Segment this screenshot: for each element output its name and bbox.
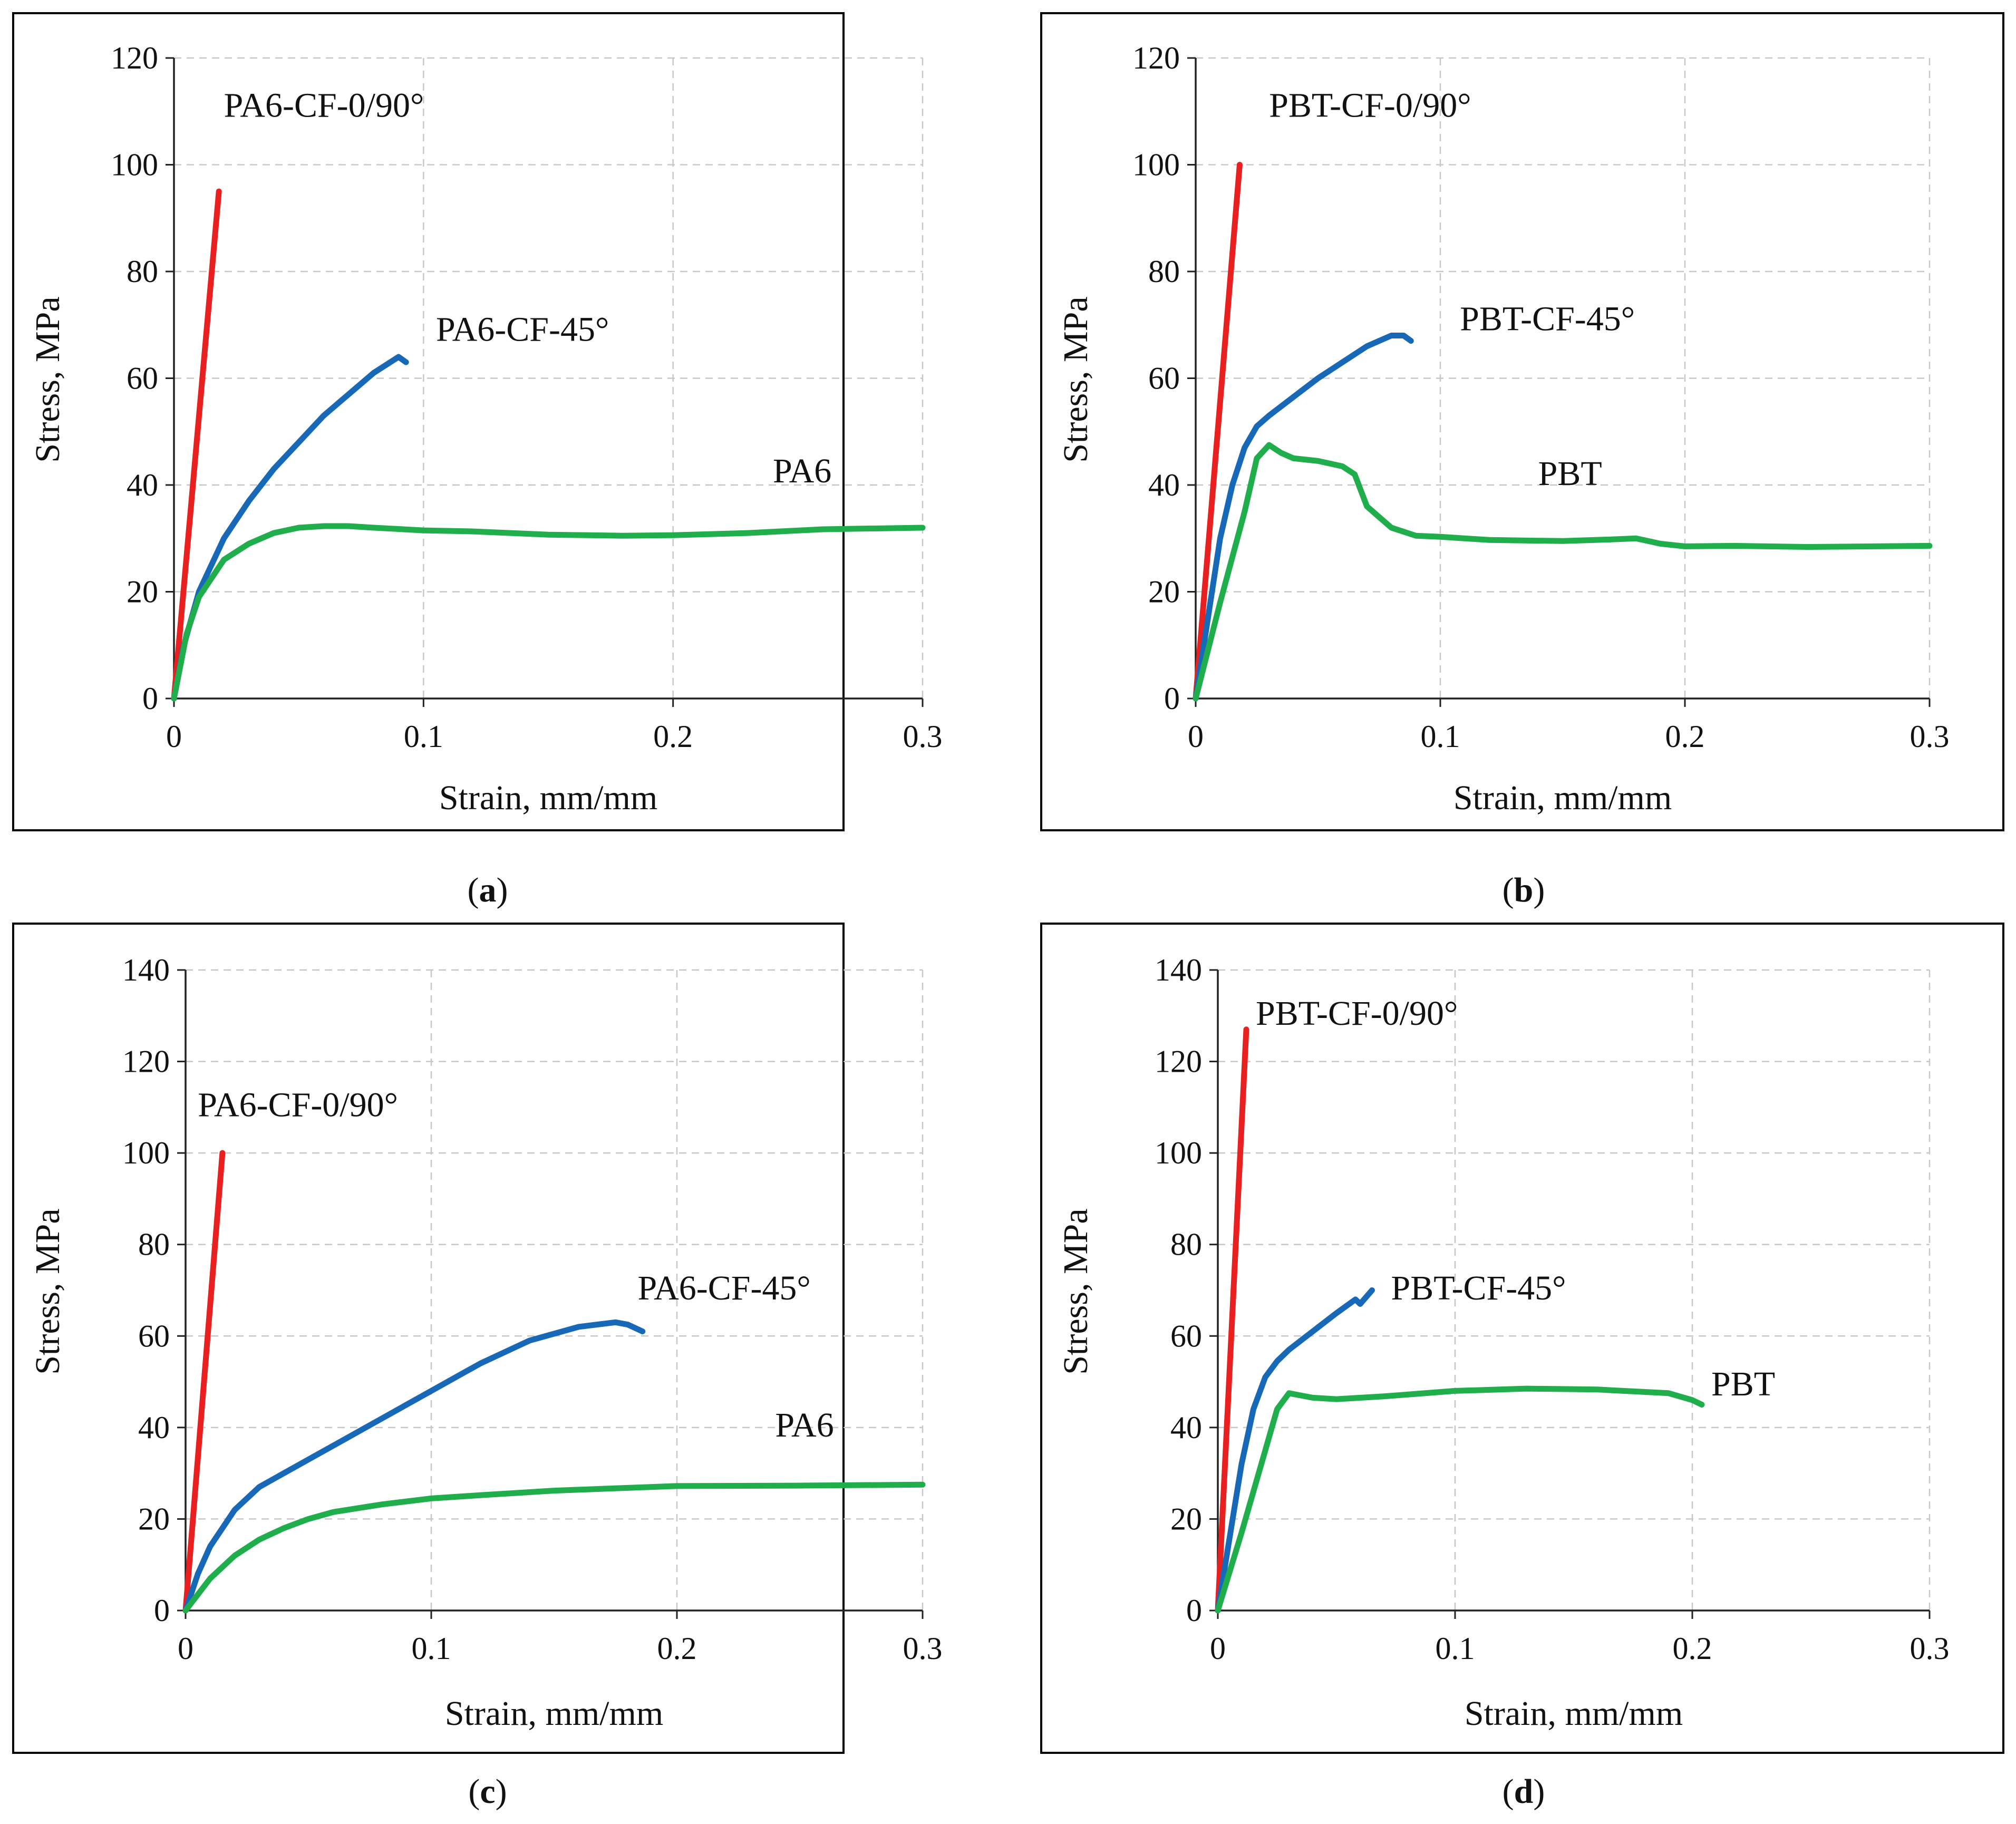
- y-tick-label: 100: [122, 1136, 170, 1170]
- y-tick-label: 140: [1155, 953, 1202, 987]
- y-tick-label: 120: [1155, 1044, 1202, 1079]
- series-line-pbt-cf-45: [1193, 333, 1414, 702]
- y-tick-label: 0: [142, 681, 158, 716]
- x-tick-label: 0.1: [1436, 1631, 1475, 1666]
- chart-panel-a: 0 20 40 60 80 100 120 0 0.1 0.2 0.3 PA6-CF-0/90° PA6…: [12, 12, 943, 909]
- panel-caption: (c): [468, 1772, 507, 1811]
- x-axis-label: Strain, mm/mm: [1465, 1694, 1683, 1733]
- y-tick-label: 40: [138, 1410, 170, 1445]
- chart-panel-d: 0 20 40 60 80 100 120 140 0 0.1 0.2 0.3 PBT-CF-0/90°…: [1040, 923, 2004, 1811]
- series-label: PA6: [775, 1406, 833, 1444]
- y-tick-label: 40: [1170, 1410, 1202, 1445]
- y-tick-label: 0: [1164, 681, 1180, 716]
- series-line-pbt: [1193, 442, 1933, 702]
- series-label: PA6-CF-45°: [436, 311, 609, 349]
- y-tick-label: 80: [1170, 1227, 1202, 1262]
- x-tick-label: 0.3: [1910, 1631, 1950, 1666]
- chart-panel-c: 0 20 40 60 80 100 120 140 0 0.1 0.2 0.3 PA6-CF-0/90°…: [12, 923, 943, 1811]
- y-tick-label: 120: [122, 1044, 170, 1079]
- y-axis-label: Stress, MPa: [1057, 296, 1095, 462]
- x-tick-label: 0: [166, 719, 182, 754]
- y-tick-label: 60: [1148, 361, 1180, 396]
- chart-frame: [1040, 923, 2004, 1754]
- chart-frame: [12, 12, 845, 831]
- series-label: PA6-CF-0/90°: [198, 1086, 398, 1124]
- x-tick-label: 0.2: [653, 719, 693, 754]
- series-line-pa6-cf-45: [182, 1319, 646, 1614]
- x-tick-label: 0: [1210, 1631, 1226, 1666]
- x-tick-label: 0: [178, 1631, 193, 1666]
- x-tick-label: 0.1: [404, 719, 443, 754]
- chart-frame: [12, 923, 845, 1754]
- x-tick-label: 0: [1188, 719, 1204, 754]
- series-line-pa6: [182, 1481, 926, 1614]
- series-line-pbt-cf-0-90: [1215, 1026, 1249, 1614]
- y-tick-label: 120: [1132, 41, 1180, 75]
- panel-caption: (d): [1503, 1772, 1545, 1811]
- series-label: PA6: [773, 452, 831, 490]
- y-tick-label: 60: [1170, 1318, 1202, 1353]
- y-tick-label: 80: [127, 254, 158, 289]
- series-line-pa6: [171, 523, 926, 702]
- y-tick-label: 100: [1155, 1136, 1202, 1170]
- x-tick-label: 0.2: [657, 1631, 697, 1666]
- y-tick-label: 60: [138, 1318, 170, 1353]
- y-axis-label: Stress, MPa: [1057, 1208, 1095, 1374]
- x-axis-label: Strain, mm/mm: [445, 1694, 663, 1733]
- y-tick-label: 60: [127, 361, 158, 396]
- x-axis-label: Strain, mm/mm: [439, 779, 657, 817]
- series-line-pa6-cf-0-90: [171, 188, 222, 702]
- y-axis-label: Stress, MPa: [28, 1208, 67, 1374]
- series-line-pbt-cf-0-90: [1193, 162, 1243, 702]
- y-tick-label: 20: [138, 1501, 170, 1536]
- y-tick-label: 0: [154, 1593, 170, 1628]
- x-axis-label: Strain, mm/mm: [1453, 779, 1672, 817]
- x-tick-label: 0.3: [1910, 719, 1950, 754]
- panel-caption: (a): [468, 871, 508, 909]
- chart-panel-b: 0 20 40 60 80 100 120 0 0.1 0.2 0.3 PBT-CF-0/90° PBT…: [1040, 12, 2004, 909]
- series-label: PA6-CF-0/90°: [224, 86, 424, 124]
- series-line-pa6-cf-0-90: [182, 1150, 226, 1614]
- x-tick-label: 0.3: [903, 719, 943, 754]
- x-tick-label: 0.3: [903, 1631, 943, 1666]
- y-tick-label: 80: [138, 1227, 170, 1262]
- y-tick-label: 20: [1170, 1501, 1202, 1536]
- series-label: PBT-CF-45°: [1460, 299, 1635, 338]
- series-label: PBT-CF-0/90°: [1256, 994, 1458, 1033]
- chart-frame: [1040, 12, 2004, 831]
- series-line-pbt: [1215, 1385, 1705, 1614]
- y-tick-label: 40: [1148, 468, 1180, 502]
- x-tick-label: 0.2: [1673, 1631, 1712, 1666]
- y-tick-label: 80: [1148, 254, 1180, 289]
- series-line-pbt-cf-45: [1215, 1287, 1375, 1614]
- series-label: PBT: [1538, 454, 1602, 493]
- series-label: PA6-CF-45°: [637, 1269, 810, 1307]
- x-tick-label: 0.1: [1421, 719, 1460, 754]
- x-tick-label: 0.2: [1665, 719, 1705, 754]
- y-tick-label: 140: [122, 953, 170, 987]
- y-tick-label: 120: [111, 41, 158, 75]
- y-axis-label: Stress, MPa: [28, 296, 67, 462]
- series-label: PBT: [1711, 1365, 1775, 1403]
- y-tick-label: 20: [127, 575, 158, 609]
- y-tick-label: 0: [1186, 1593, 1202, 1628]
- series-label: PBT-CF-45°: [1391, 1269, 1566, 1307]
- y-tick-label: 100: [111, 148, 158, 182]
- panel-caption: (b): [1503, 871, 1545, 909]
- series-label: PBT-CF-0/90°: [1269, 86, 1471, 124]
- y-tick-label: 40: [127, 468, 158, 502]
- y-tick-label: 20: [1148, 575, 1180, 609]
- x-tick-label: 0.1: [412, 1631, 451, 1666]
- y-tick-label: 100: [1132, 148, 1180, 182]
